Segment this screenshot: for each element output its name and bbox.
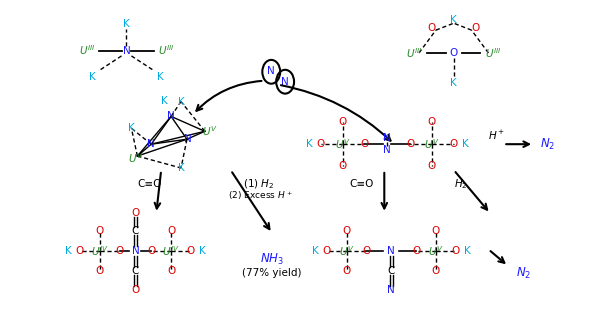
- Text: K: K: [450, 78, 457, 88]
- Text: K: K: [462, 139, 469, 149]
- Text: K: K: [157, 72, 164, 82]
- Text: K: K: [128, 123, 135, 133]
- Text: N: N: [267, 66, 275, 76]
- Text: $U^{III}$: $U^{III}$: [158, 43, 175, 57]
- Text: N: N: [123, 46, 131, 56]
- Text: N: N: [387, 246, 395, 256]
- Text: C: C: [388, 266, 395, 276]
- Text: (77% yield): (77% yield): [243, 268, 302, 278]
- Text: K: K: [123, 19, 130, 29]
- Text: C≡O: C≡O: [137, 179, 161, 189]
- Text: (2) Excess $H^+$: (2) Excess $H^+$: [228, 189, 293, 202]
- Text: $U^{III}$: $U^{III}$: [406, 46, 423, 60]
- Text: $U^V$: $U^V$: [335, 137, 350, 151]
- Text: (1) $H_2$: (1) $H_2$: [243, 177, 274, 191]
- Text: N: N: [383, 145, 391, 155]
- Text: K: K: [464, 246, 471, 256]
- Text: $U^{V}$: $U^{V}$: [339, 244, 355, 258]
- Text: $U^{III}$: $U^{III}$: [485, 46, 501, 60]
- Text: O: O: [406, 139, 414, 149]
- Text: O: O: [471, 23, 480, 33]
- Text: O: O: [131, 208, 140, 217]
- Text: O: O: [361, 139, 368, 149]
- Text: C≡O: C≡O: [349, 179, 374, 189]
- Text: O: O: [452, 246, 460, 256]
- Text: O: O: [450, 48, 458, 58]
- Text: $H_2$: $H_2$: [454, 177, 468, 191]
- Text: O: O: [323, 246, 331, 256]
- Text: O: O: [428, 161, 436, 171]
- Text: $NH_3$: $NH_3$: [260, 252, 284, 267]
- Text: N: N: [131, 246, 139, 256]
- Text: N: N: [184, 134, 192, 144]
- Text: O: O: [187, 246, 195, 256]
- Text: K: K: [178, 163, 184, 173]
- Text: $H^+$: $H^+$: [488, 129, 505, 142]
- Text: K: K: [161, 96, 167, 106]
- Text: N: N: [383, 133, 391, 143]
- Text: K: K: [64, 246, 72, 256]
- Text: $U^V$: $U^V$: [202, 124, 218, 138]
- Text: K: K: [311, 246, 318, 256]
- Text: O: O: [362, 246, 371, 256]
- Text: K: K: [89, 72, 96, 82]
- Text: O: O: [96, 226, 104, 236]
- Text: $U^{V}$: $U^{V}$: [428, 244, 444, 258]
- Text: $N_2$: $N_2$: [515, 266, 531, 281]
- Text: N: N: [281, 77, 289, 87]
- Text: K: K: [450, 15, 457, 25]
- Text: O: O: [167, 226, 175, 236]
- Text: O: O: [167, 266, 175, 276]
- Text: O: O: [412, 246, 420, 256]
- Text: O: O: [147, 246, 155, 256]
- Text: O: O: [96, 266, 104, 276]
- Text: N: N: [387, 285, 395, 295]
- Text: K: K: [178, 97, 184, 107]
- Text: C: C: [132, 266, 139, 276]
- Text: $U^{IV}$: $U^{IV}$: [162, 244, 180, 258]
- Text: O: O: [338, 161, 347, 171]
- Text: O: O: [131, 285, 140, 295]
- Text: K: K: [306, 139, 312, 149]
- Text: $U^V$: $U^V$: [128, 151, 143, 165]
- Text: O: O: [432, 226, 440, 236]
- Text: O: O: [428, 23, 436, 33]
- Text: $U^{III}$: $U^{III}$: [78, 43, 95, 57]
- Text: O: O: [343, 226, 351, 236]
- Text: O: O: [450, 139, 458, 149]
- Text: $N_2$: $N_2$: [541, 137, 556, 152]
- Text: C: C: [132, 226, 139, 236]
- Text: O: O: [76, 246, 84, 256]
- Text: K: K: [199, 246, 206, 256]
- Text: O: O: [428, 118, 436, 127]
- Text: O: O: [116, 246, 123, 256]
- Text: $U^V$: $U^V$: [424, 137, 440, 151]
- Text: $U^{IV}$: $U^{IV}$: [91, 244, 108, 258]
- Text: O: O: [317, 139, 325, 149]
- Text: N: N: [167, 112, 175, 122]
- Text: O: O: [343, 266, 351, 276]
- Text: O: O: [432, 266, 440, 276]
- Text: O: O: [338, 118, 347, 127]
- Text: N: N: [147, 139, 155, 149]
